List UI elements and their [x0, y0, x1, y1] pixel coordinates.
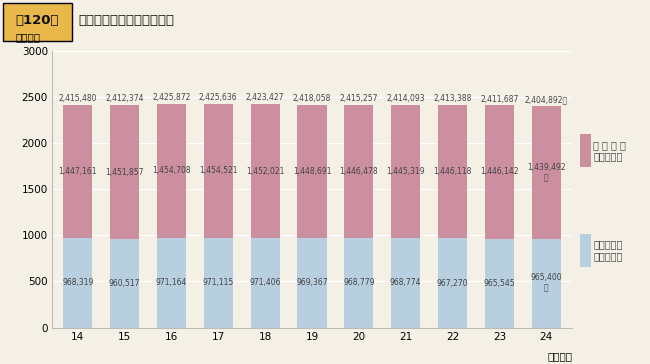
FancyBboxPatch shape [3, 3, 72, 41]
Text: 1,448,691: 1,448,691 [292, 167, 332, 176]
Text: 969,367: 969,367 [296, 278, 328, 288]
Text: 2,423,427: 2,423,427 [246, 94, 285, 103]
Text: 960,517: 960,517 [109, 279, 140, 288]
Text: 2,425,636: 2,425,636 [199, 93, 238, 102]
Text: （千戸）: （千戸） [16, 33, 40, 43]
Text: 市 町 村 営
公営住宅等: 市 町 村 営 公営住宅等 [593, 140, 626, 161]
Bar [204, 104, 233, 238]
Text: 967,270: 967,270 [437, 278, 468, 288]
Bar [157, 104, 186, 238]
Bar [251, 104, 280, 238]
Bar [391, 105, 420, 238]
Text: 965,400
戸: 965,400 戸 [530, 273, 562, 293]
Bar [532, 238, 561, 328]
Text: 1,454,521: 1,454,521 [199, 166, 237, 175]
FancyBboxPatch shape [580, 234, 592, 267]
Text: 2,418,058: 2,418,058 [292, 94, 332, 103]
Text: 1,447,161: 1,447,161 [58, 167, 97, 176]
Text: 2,412,374: 2,412,374 [105, 95, 144, 103]
Text: 1,446,478: 1,446,478 [339, 167, 378, 176]
Text: 971,115: 971,115 [203, 278, 234, 287]
Bar [485, 105, 514, 238]
Text: 1,452,021: 1,452,021 [246, 167, 284, 175]
Text: 1,439,492
戸: 1,439,492 戸 [527, 162, 566, 182]
Text: 2,404,892戸: 2,404,892戸 [525, 95, 568, 104]
Bar [110, 105, 139, 239]
Text: 1,446,118: 1,446,118 [434, 167, 472, 176]
Bar [110, 239, 139, 328]
Text: 971,164: 971,164 [156, 278, 187, 287]
Bar [157, 238, 186, 328]
Text: 公営住宅等の総戸数の推移: 公営住宅等の総戸数の推移 [78, 15, 174, 27]
Bar [298, 104, 326, 238]
Bar [344, 105, 373, 238]
Text: 971,406: 971,406 [250, 278, 281, 287]
Text: 1,446,142: 1,446,142 [480, 167, 519, 177]
FancyBboxPatch shape [580, 134, 592, 167]
Text: （年度）: （年度） [547, 351, 572, 361]
Text: 第120図: 第120図 [16, 15, 58, 27]
Bar [298, 238, 326, 328]
Text: 1,445,319: 1,445,319 [386, 167, 425, 176]
Bar [532, 106, 561, 238]
Bar [63, 238, 92, 328]
Bar [344, 238, 373, 328]
Text: 968,319: 968,319 [62, 278, 94, 288]
Text: 都道府県営
公営住宅等: 都道府県営 公営住宅等 [593, 240, 623, 261]
Text: 2,415,480: 2,415,480 [58, 94, 97, 103]
Text: 1,454,708: 1,454,708 [152, 166, 190, 175]
Text: 2,411,687: 2,411,687 [480, 95, 519, 103]
Text: 965,545: 965,545 [484, 278, 515, 288]
Bar [485, 238, 514, 328]
Bar [63, 105, 92, 238]
Text: 2,425,872: 2,425,872 [152, 93, 190, 102]
Text: 2,415,257: 2,415,257 [339, 94, 378, 103]
Bar [391, 238, 420, 328]
Text: 968,779: 968,779 [343, 278, 374, 288]
Text: 2,413,388: 2,413,388 [434, 94, 472, 103]
Bar [251, 238, 280, 328]
Bar [438, 105, 467, 238]
Bar [204, 238, 233, 328]
Bar [438, 238, 467, 328]
Text: 1,451,857: 1,451,857 [105, 167, 144, 177]
Text: 968,774: 968,774 [390, 278, 421, 288]
Text: 2,414,093: 2,414,093 [386, 94, 425, 103]
